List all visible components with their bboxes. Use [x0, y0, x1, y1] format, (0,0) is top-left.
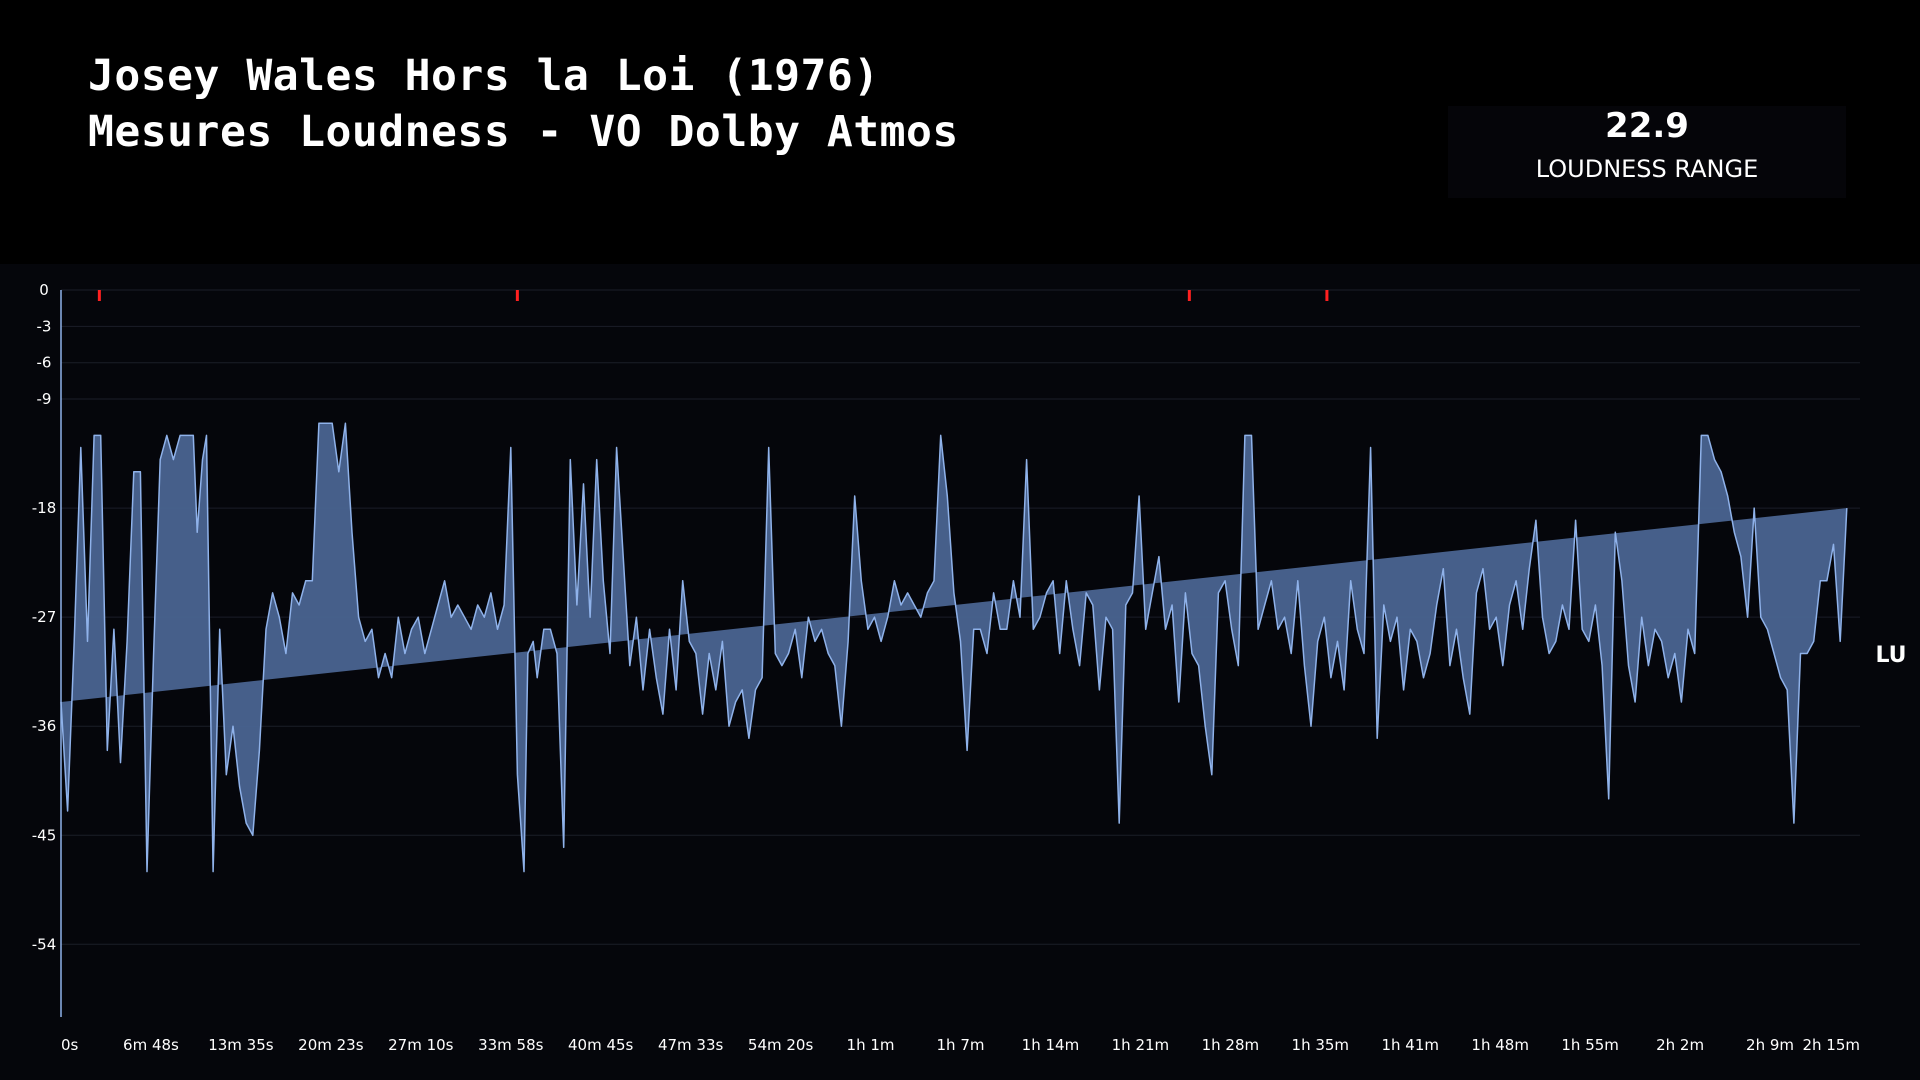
x-tick-label-12: 1h 21m	[1112, 1036, 1170, 1054]
peak-marker-0	[97, 290, 101, 301]
x-tick-label-2: 13m 35s	[208, 1036, 274, 1054]
peak-marker-3	[1325, 290, 1329, 301]
x-tick-label-7: 47m 33s	[658, 1036, 724, 1054]
y-tick-label-4: -18	[32, 499, 57, 517]
x-tick-label-20: 2h 15m	[1802, 1036, 1860, 1054]
peak-marker-2	[1187, 290, 1191, 301]
y-tick-label-2: -6	[37, 354, 52, 372]
x-tick-label-5: 33m 58s	[478, 1036, 544, 1054]
loudness-chart: 0 -3 -6 -9 -18 -27 -36 -45 -54 0s 6m 48s 13m 35s 20m…	[32, 281, 1907, 1054]
title-line-2: Mesures Loudness - VO Dolby Atmos	[88, 107, 959, 157]
x-tick-label-18: 2h 2m	[1656, 1036, 1704, 1054]
x-tick-label-4: 27m 10s	[388, 1036, 454, 1054]
y-tick-label-5: -27	[32, 608, 57, 626]
x-tick-label-17: 1h 55m	[1561, 1036, 1619, 1054]
x-tick-label-13: 1h 28m	[1202, 1036, 1260, 1054]
x-tick-label-14: 1h 35m	[1292, 1036, 1350, 1054]
x-tick-label-16: 1h 48m	[1471, 1036, 1529, 1054]
y-tick-label-1: -3	[37, 317, 52, 335]
loudness-area	[61, 423, 1847, 872]
y-tick-label-8: -54	[32, 935, 57, 953]
x-tick-label-6: 40m 45s	[568, 1036, 634, 1054]
y-tick-label-6: -36	[32, 717, 57, 735]
x-tick-label-1: 6m 48s	[123, 1036, 179, 1054]
x-tick-label-3: 20m 23s	[298, 1036, 364, 1054]
chart-title: Josey Wales Hors la Loi (1976) Mesures L…	[88, 48, 959, 160]
x-tick-label-0: 0s	[61, 1036, 79, 1054]
y-tick-label-3: -9	[37, 390, 52, 408]
y-tick-label-7: -45	[32, 826, 57, 844]
x-tick-label-15: 1h 41m	[1381, 1036, 1439, 1054]
peak-marker-1	[515, 290, 519, 301]
loudness-range-panel: 22.9 LOUDNESS RANGE	[1448, 106, 1846, 198]
x-tick-label-19: 2h 9m	[1746, 1036, 1794, 1054]
loudness-line	[60, 422, 1848, 873]
loudness-chart-panel: 0 -3 -6 -9 -18 -27 -36 -45 -54 0s 6m 48s 13m 35s 20m…	[0, 264, 1920, 1080]
x-tick-label-11: 1h 14m	[1022, 1036, 1080, 1054]
x-tick-label-8: 54m 20s	[748, 1036, 814, 1054]
y-tick-label-0: 0	[39, 281, 49, 299]
loudness-range-label: LOUDNESS RANGE	[1535, 155, 1759, 183]
loudness-range-value: 22.9	[1605, 106, 1689, 146]
x-tick-label-9: 1h 1m	[847, 1036, 895, 1054]
unit-label: LU	[1875, 643, 1906, 668]
x-tick-label-10: 1h 7m	[937, 1036, 985, 1054]
title-line-1: Josey Wales Hors la Loi (1976)	[88, 51, 880, 101]
